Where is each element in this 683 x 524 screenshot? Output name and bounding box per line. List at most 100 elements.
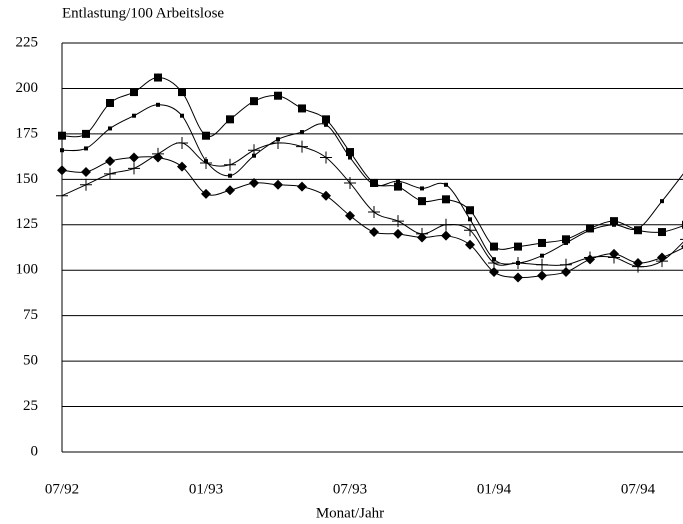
marker [368, 206, 380, 219]
y-tick-label: 0 [31, 443, 39, 459]
marker [660, 199, 664, 204]
y-tick-label: 200 [16, 80, 39, 96]
marker [393, 228, 403, 239]
marker [81, 167, 91, 178]
marker [176, 136, 188, 149]
y-tick-label: 125 [16, 216, 39, 232]
marker [348, 155, 352, 160]
x-tick-label: 01/94 [477, 481, 512, 497]
marker [417, 232, 427, 243]
marker [320, 151, 332, 164]
marker [57, 165, 67, 176]
marker [512, 256, 524, 269]
marker [177, 161, 187, 172]
marker [394, 182, 402, 191]
marker [200, 156, 212, 169]
marker [562, 235, 570, 244]
marker [372, 182, 376, 187]
marker [345, 210, 355, 221]
marker [250, 97, 258, 106]
marker [106, 98, 114, 107]
marker [636, 226, 640, 231]
series-line [61, 142, 683, 268]
marker [104, 167, 116, 180]
marker [396, 179, 400, 184]
marker [442, 195, 450, 204]
marker [108, 126, 112, 131]
marker [536, 258, 548, 271]
marker [60, 148, 64, 153]
marker [132, 113, 136, 118]
marker [540, 253, 544, 258]
marker [657, 252, 667, 263]
marker [154, 73, 162, 82]
marker [105, 156, 115, 167]
y-tick-label: 75 [23, 307, 38, 323]
x-axis-label: Monat/Jahr [316, 505, 384, 521]
marker [322, 115, 330, 124]
marker [202, 131, 210, 140]
marker [444, 182, 448, 187]
x-tick-label: 07/93 [333, 481, 367, 497]
marker [468, 217, 472, 222]
marker [465, 239, 475, 250]
marker [201, 188, 211, 199]
marker [226, 115, 234, 124]
marker [58, 131, 66, 140]
marker [178, 88, 186, 97]
marker [272, 136, 284, 149]
marker [658, 228, 666, 237]
x-tick-label: 07/94 [621, 481, 656, 497]
marker [680, 238, 683, 240]
y-tick-label: 25 [23, 398, 38, 414]
marker [129, 152, 139, 163]
marker [609, 248, 619, 259]
series-line [61, 77, 683, 250]
marker [156, 102, 160, 107]
marker [464, 224, 476, 237]
y-tick-label: 225 [16, 34, 39, 50]
marker [180, 113, 184, 118]
marker [298, 104, 306, 113]
marker [56, 189, 68, 202]
marker [248, 144, 260, 157]
marker [224, 158, 236, 171]
marker [321, 190, 331, 201]
marker [537, 270, 547, 281]
marker [130, 88, 138, 97]
marker [489, 267, 499, 278]
marker [249, 177, 259, 188]
y-tick-label: 50 [23, 353, 38, 369]
marker [538, 238, 546, 247]
marker [466, 206, 474, 215]
marker [610, 217, 618, 226]
marker [588, 228, 592, 233]
marker [514, 242, 522, 251]
marker [274, 91, 282, 100]
marker [564, 240, 568, 245]
chart-title: Entlastung/100 Arbeitslose [62, 5, 224, 21]
marker [346, 148, 354, 157]
marker [561, 267, 571, 278]
marker [369, 227, 379, 238]
marker [490, 242, 498, 251]
marker [324, 122, 328, 127]
marker [228, 173, 232, 178]
y-tick-label: 150 [16, 171, 39, 187]
marker [441, 230, 451, 241]
marker [80, 178, 92, 191]
marker [225, 185, 235, 196]
marker [296, 140, 308, 153]
marker [392, 215, 404, 228]
y-tick-label: 175 [16, 125, 39, 141]
marker [128, 162, 140, 175]
marker [488, 256, 500, 269]
y-tick-label: 100 [16, 262, 39, 278]
marker [84, 146, 88, 151]
marker [418, 197, 426, 206]
marker [297, 181, 307, 192]
marker [273, 179, 283, 190]
marker [633, 257, 643, 268]
marker [420, 186, 424, 191]
